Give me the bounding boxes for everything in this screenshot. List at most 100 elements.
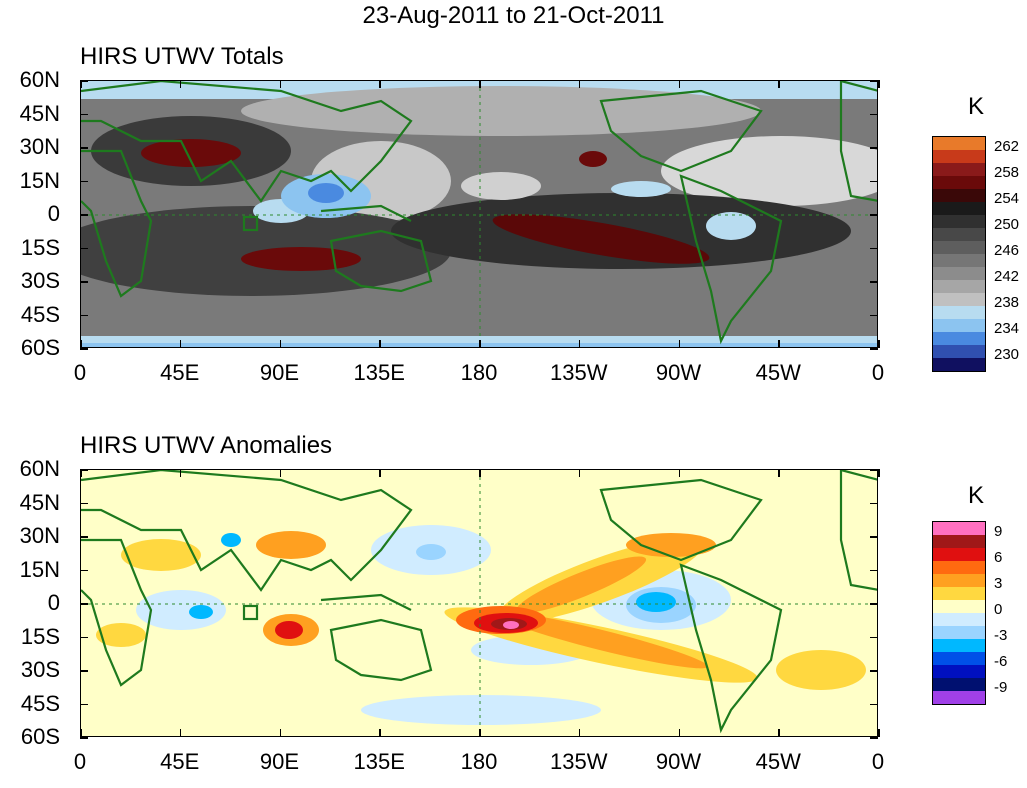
colorbar-swatch — [933, 613, 985, 626]
lat-tick — [870, 80, 878, 82]
lat-tick — [80, 314, 88, 316]
lon-tick — [578, 469, 581, 477]
lon-tick — [678, 469, 680, 477]
lon-tick — [778, 729, 780, 737]
colorbar-swatch — [933, 176, 985, 189]
lon-label: 90W — [655, 749, 702, 774]
lon-tick — [678, 80, 680, 88]
lon-tick — [179, 340, 182, 348]
lon-tick — [678, 729, 680, 737]
colorbar-label: 3 — [994, 575, 1003, 592]
lon-label: 135W — [550, 360, 608, 385]
lon-label: 135W — [550, 749, 608, 774]
colorbar-swatch — [933, 150, 985, 163]
lon-tick — [80, 80, 82, 88]
lon-tick — [678, 340, 680, 348]
colorbar-swatch — [933, 639, 985, 652]
colorbar-swatch — [933, 665, 985, 678]
lon-tick — [479, 340, 481, 348]
lat-label: 60N — [19, 456, 60, 481]
colorbar-swatch — [933, 293, 985, 306]
lon-tick — [379, 729, 381, 737]
lon-tick — [878, 729, 880, 737]
lon-tick — [179, 80, 182, 88]
colorbar-label: 9 — [994, 523, 1003, 540]
lat-tick — [80, 147, 88, 149]
lon-label: 90W — [655, 360, 702, 385]
colorbar-swatch — [933, 267, 985, 280]
colorbar-label: 230 — [994, 346, 1020, 363]
lat-label: 15S — [20, 623, 60, 649]
lat-label: 30N — [19, 134, 60, 159]
colorbar-swatch — [933, 163, 985, 176]
lat-tick — [80, 247, 88, 249]
colorbar-swatch — [933, 358, 985, 371]
lat-tick — [870, 281, 878, 283]
lat-tick — [80, 469, 88, 471]
colorbar-swatch — [933, 600, 985, 613]
colorbar-swatch — [933, 137, 985, 150]
colorbar-swatch — [933, 535, 985, 548]
colorbar-swatch — [933, 254, 985, 267]
lat-label: 60S — [20, 335, 60, 360]
panel-title-anomalies: HIRS UTWV Anomalies — [80, 432, 333, 459]
colorbar-label: 246 — [994, 242, 1020, 259]
colorbar-swatch — [933, 189, 985, 202]
lon-tick — [778, 340, 780, 348]
colorbar-swatch — [933, 626, 985, 639]
colorbar-swatch — [933, 574, 985, 587]
lat-label: 45S — [20, 690, 60, 716]
lon-label: 45W — [755, 749, 801, 774]
lat-tick — [870, 314, 878, 316]
colorbar-label: 250 — [994, 216, 1020, 233]
lon-label: 0 — [871, 360, 885, 385]
lat-tick — [80, 703, 88, 705]
lon-tick — [80, 469, 82, 477]
colorbar-swatch — [933, 522, 985, 535]
colorbar-label: 234 — [994, 320, 1020, 337]
colorbar-label: 254 — [994, 190, 1020, 207]
lat-label: 45N — [19, 489, 60, 515]
lon-label: 180 — [460, 749, 498, 774]
lat-label: 45N — [19, 100, 60, 126]
map-anomalies — [80, 469, 878, 737]
colorbar-swatch — [933, 561, 985, 574]
lat-label: 45S — [20, 301, 60, 327]
lon-tick — [479, 729, 481, 737]
lat-tick — [870, 247, 878, 249]
lat-tick — [870, 502, 878, 504]
lon-label: 45E — [160, 749, 200, 774]
lat-tick — [870, 536, 878, 538]
colorbar-label: 242 — [994, 268, 1020, 285]
colorbar-unit-totals: K — [968, 93, 985, 120]
lon-label: 0 — [871, 749, 885, 774]
lon-tick — [279, 80, 281, 88]
lat-tick — [870, 147, 878, 149]
map-anomalies-svg — [81, 470, 877, 736]
colorbar-label: 238 — [994, 294, 1020, 311]
lat-tick — [80, 737, 88, 739]
lat-label: 30S — [20, 657, 60, 682]
colorbar-label: -6 — [994, 653, 1008, 670]
colorbar-swatch — [933, 345, 985, 358]
colorbar-swatch — [933, 280, 985, 293]
lat-label: 30N — [19, 523, 60, 548]
lon-tick — [80, 729, 82, 737]
colorbar-label: 0 — [994, 601, 1003, 618]
lon-label: 0 — [73, 749, 87, 774]
figure-title: 23-Aug-2011 to 21-Oct-2011 — [362, 2, 665, 29]
lat-tick — [80, 670, 88, 672]
lon-tick — [778, 469, 780, 477]
lon-tick — [479, 80, 481, 88]
lon-tick — [878, 340, 880, 348]
lon-tick — [479, 469, 481, 477]
lon-tick — [379, 469, 381, 477]
lat-label: 60S — [20, 724, 60, 749]
lat-label: 60N — [19, 67, 60, 92]
lon-tick — [379, 340, 381, 348]
lat-tick — [80, 180, 88, 182]
lon-tick — [778, 80, 780, 88]
lat-tick — [870, 180, 878, 182]
lat-tick — [870, 636, 878, 638]
lon-label: 45W — [755, 360, 801, 385]
